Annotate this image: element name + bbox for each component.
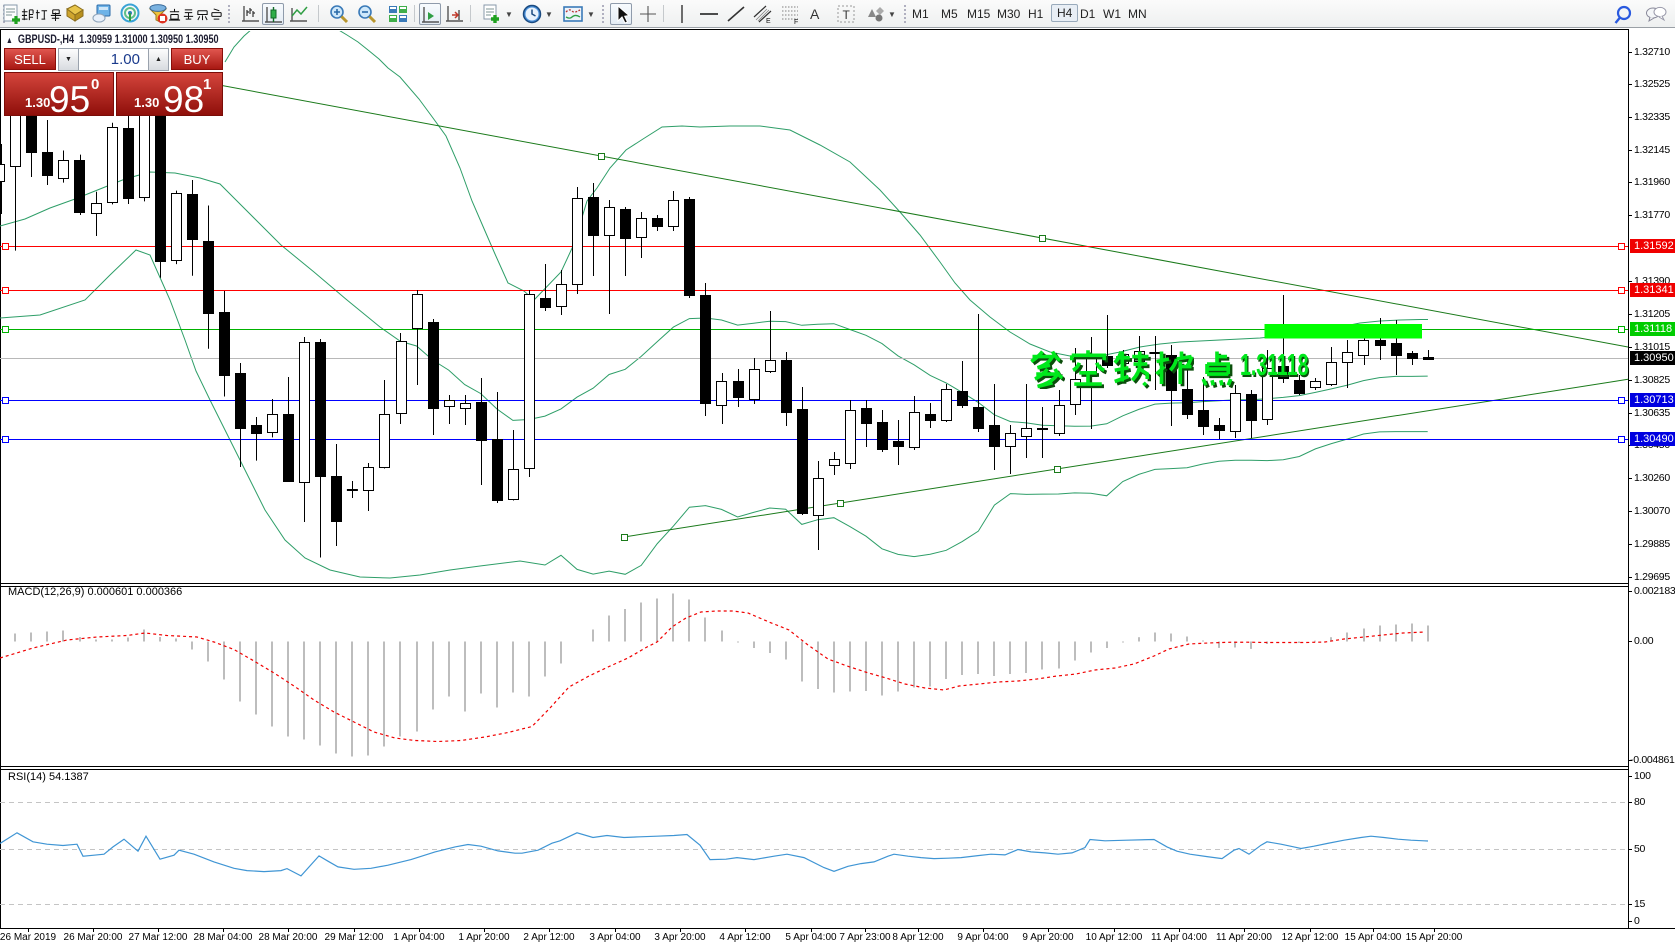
svg-text:E: E [766,18,771,25]
svg-text:T: T [843,8,851,22]
svg-text:F: F [794,19,798,25]
